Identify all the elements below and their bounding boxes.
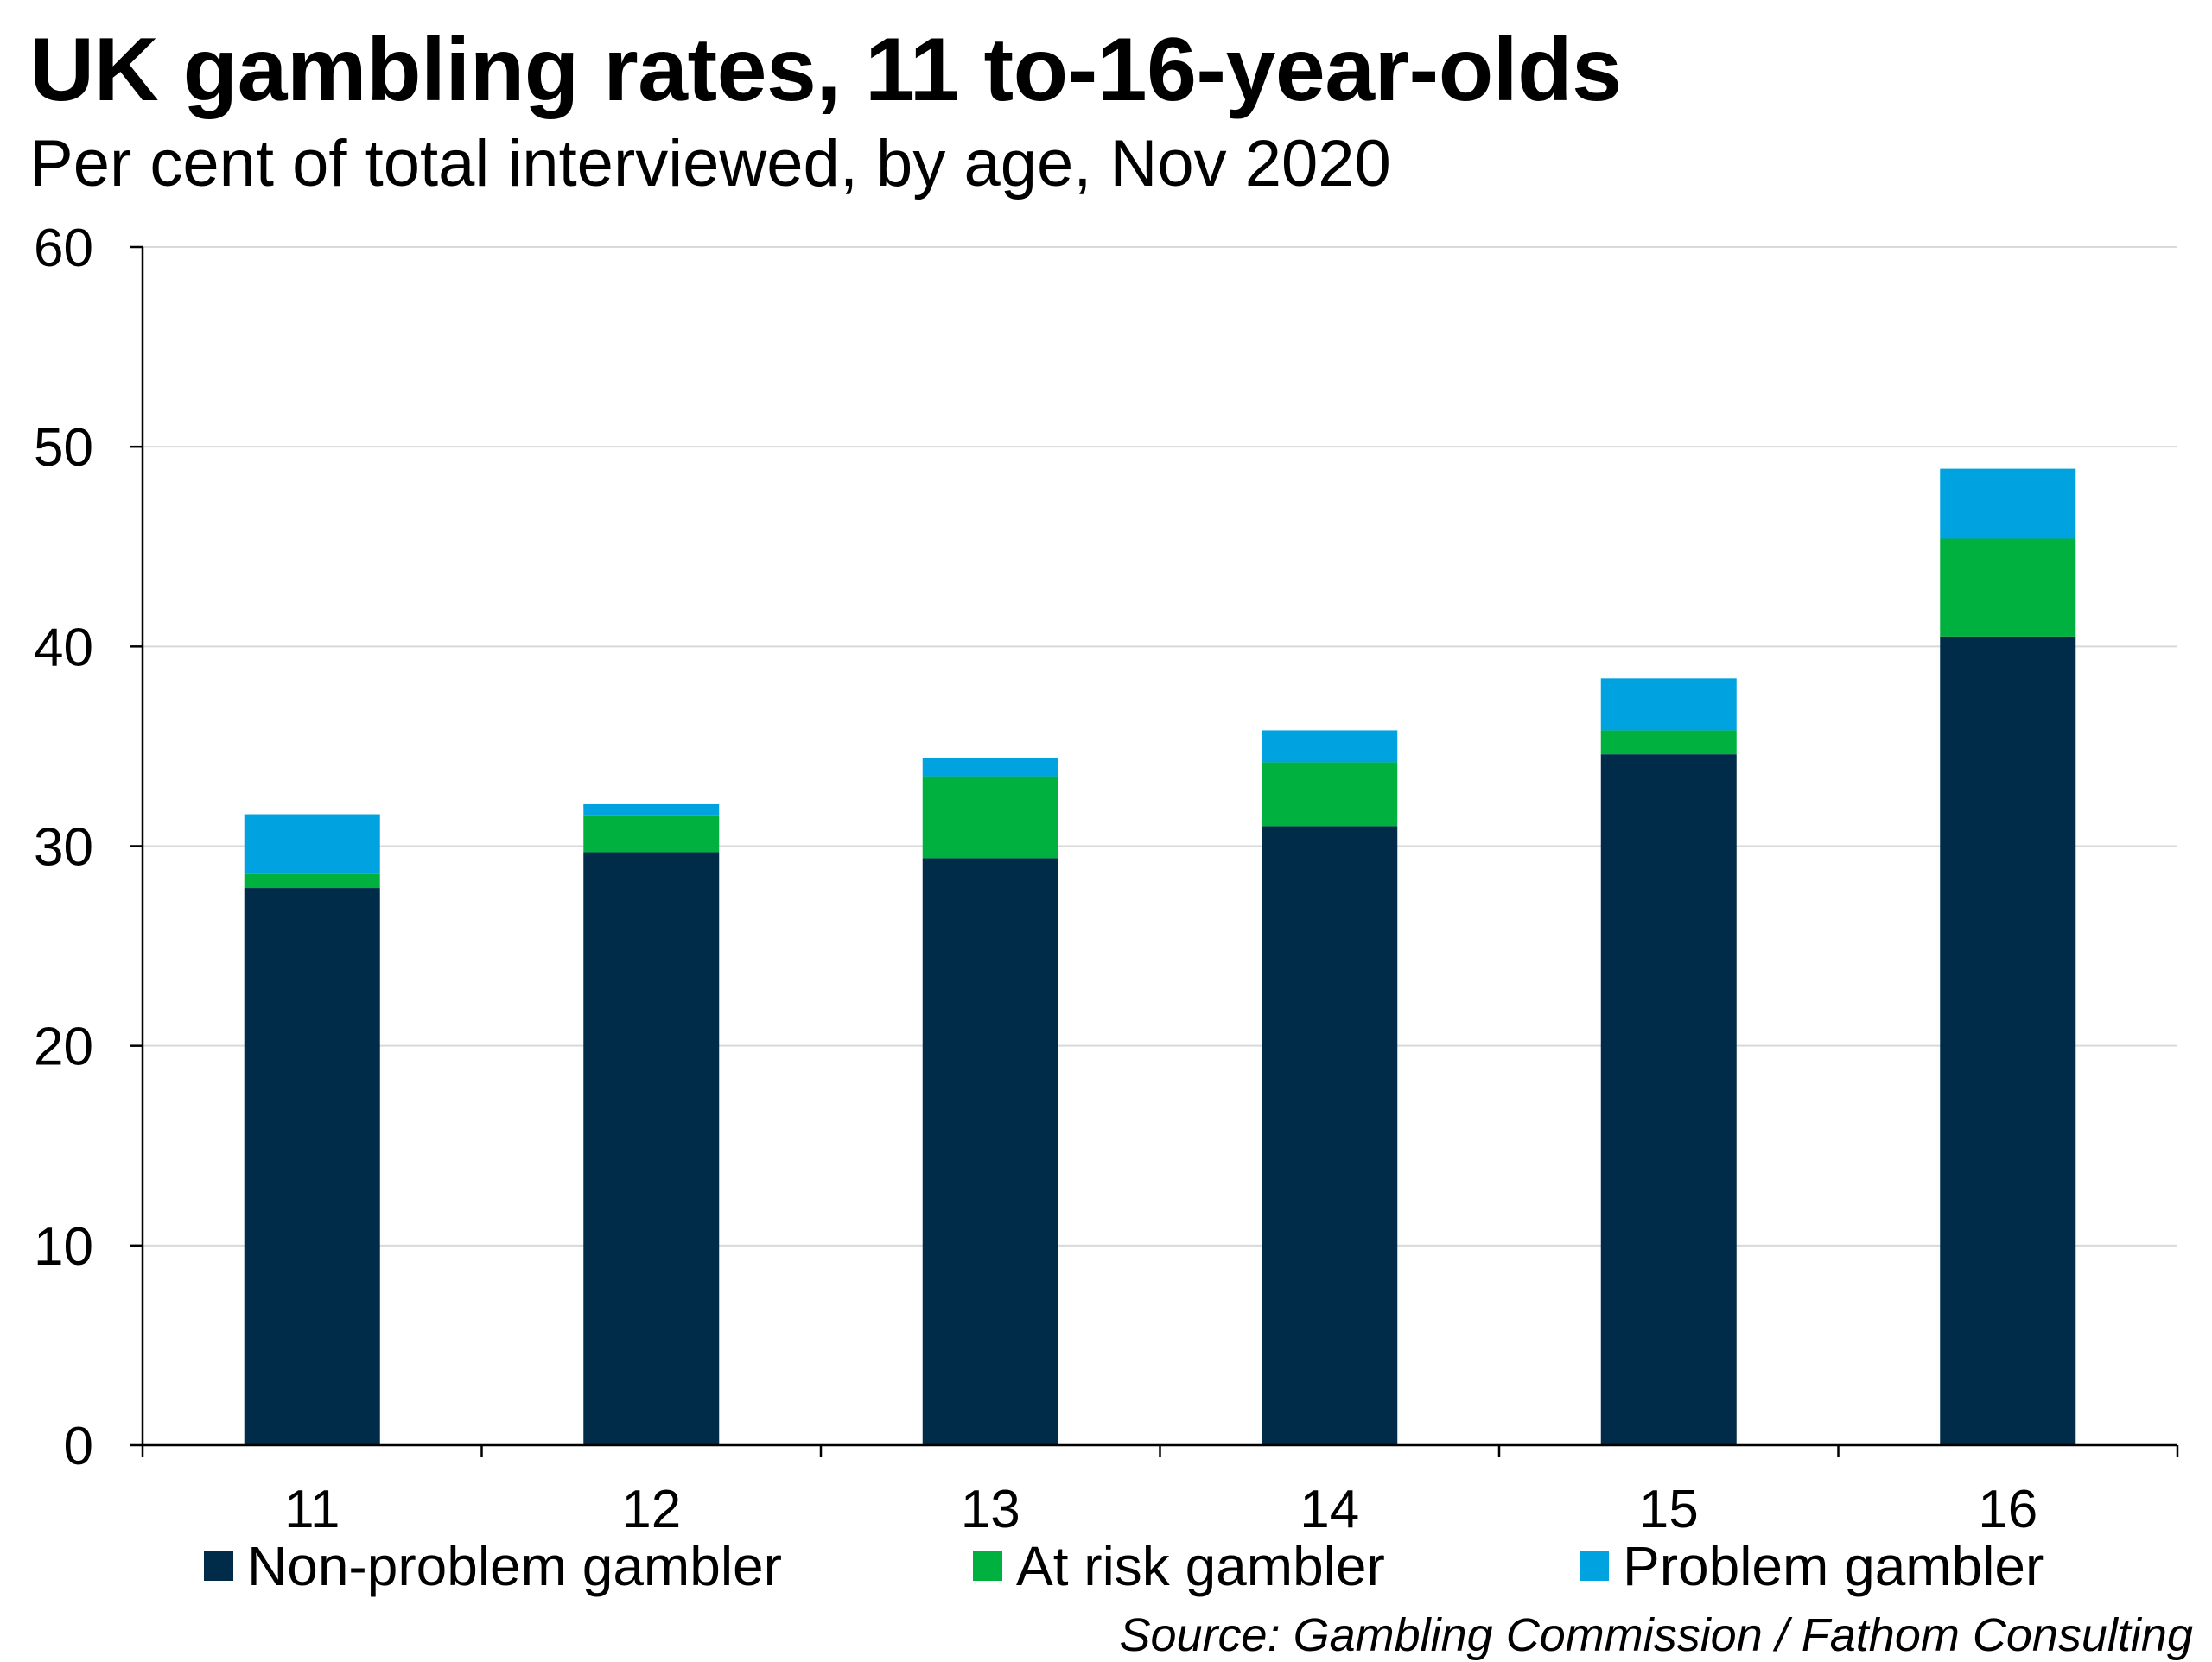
bar-15-at-risk-gambler [1600, 730, 1737, 755]
bar-12-at-risk-gambler [583, 815, 720, 853]
bar-11-problem-gambler [244, 814, 380, 874]
bar-16-non-problem-gambler [1940, 636, 2076, 1445]
legend-label-problem: Problem gambler [1623, 1535, 2044, 1597]
legend-item-non-problem: Non-problem gambler [204, 1534, 782, 1598]
y-tick-label-10: 10 [34, 1217, 93, 1277]
y-tick-label-40: 40 [34, 618, 93, 677]
bar-13-non-problem-gambler [922, 858, 1058, 1445]
bar-14-problem-gambler [1262, 730, 1398, 763]
bars [244, 468, 2076, 1445]
legend-label-at-risk: At risk gambler [1016, 1535, 1385, 1597]
legend-swatch-at-risk [973, 1551, 1002, 1581]
bar-16-at-risk-gambler [1940, 538, 2076, 637]
bar-14-non-problem-gambler [1262, 826, 1398, 1445]
y-tick-label-0: 0 [64, 1417, 93, 1476]
bar-12-non-problem-gambler [583, 852, 720, 1445]
gridlines [143, 246, 2177, 1246]
legend-swatch-non-problem [204, 1551, 233, 1581]
bar-11-non-problem-gambler [244, 888, 380, 1445]
y-tick-label-20: 20 [34, 1018, 93, 1077]
bar-15-problem-gambler [1600, 678, 1737, 731]
y-tick-label-60: 60 [34, 219, 93, 278]
bar-13-at-risk-gambler [922, 776, 1058, 859]
bar-15-non-problem-gambler [1600, 754, 1737, 1445]
bar-14-at-risk-gambler [1262, 762, 1398, 827]
bar-12-problem-gambler [583, 803, 720, 816]
tick-labels: 0 10 20 30 40 50 60 11 12 13 14 15 16 [34, 219, 2037, 1538]
legend-item-at-risk: At risk gambler [973, 1534, 1385, 1598]
legend-swatch-problem [1580, 1551, 1609, 1581]
x-tick-label-12: 12 [621, 1480, 681, 1538]
legend: Non-problem gambler At risk gambler Prob… [0, 1534, 2212, 1612]
axes [130, 245, 2179, 1457]
bar-11-at-risk-gambler [244, 873, 380, 889]
chart-title: UK gambling rates, 11 to-16-year-olds [29, 20, 1622, 120]
bar-16-problem-gambler [1940, 468, 2076, 539]
bar-13-problem-gambler [922, 758, 1058, 777]
chart-subtitle: Per cent of total interviewed, by age, N… [29, 127, 1391, 200]
stacked-bar-chart: 0 10 20 30 40 50 60 11 12 13 14 15 16 [34, 219, 2179, 1538]
legend-label-non-problem: Non-problem gambler [247, 1535, 782, 1597]
y-tick-label-50: 50 [34, 418, 93, 478]
source-note: Source: Gambling Commission / Fathom Con… [1119, 1609, 2193, 1661]
x-tick-label-16: 16 [1978, 1480, 2037, 1538]
x-tick-label-11: 11 [284, 1480, 340, 1538]
y-tick-label-30: 30 [34, 818, 93, 878]
x-tick-label-13: 13 [961, 1480, 1020, 1538]
x-tick-label-14: 14 [1300, 1480, 1359, 1538]
legend-item-problem: Problem gambler [1580, 1534, 2044, 1598]
x-tick-label-15: 15 [1639, 1480, 1699, 1538]
